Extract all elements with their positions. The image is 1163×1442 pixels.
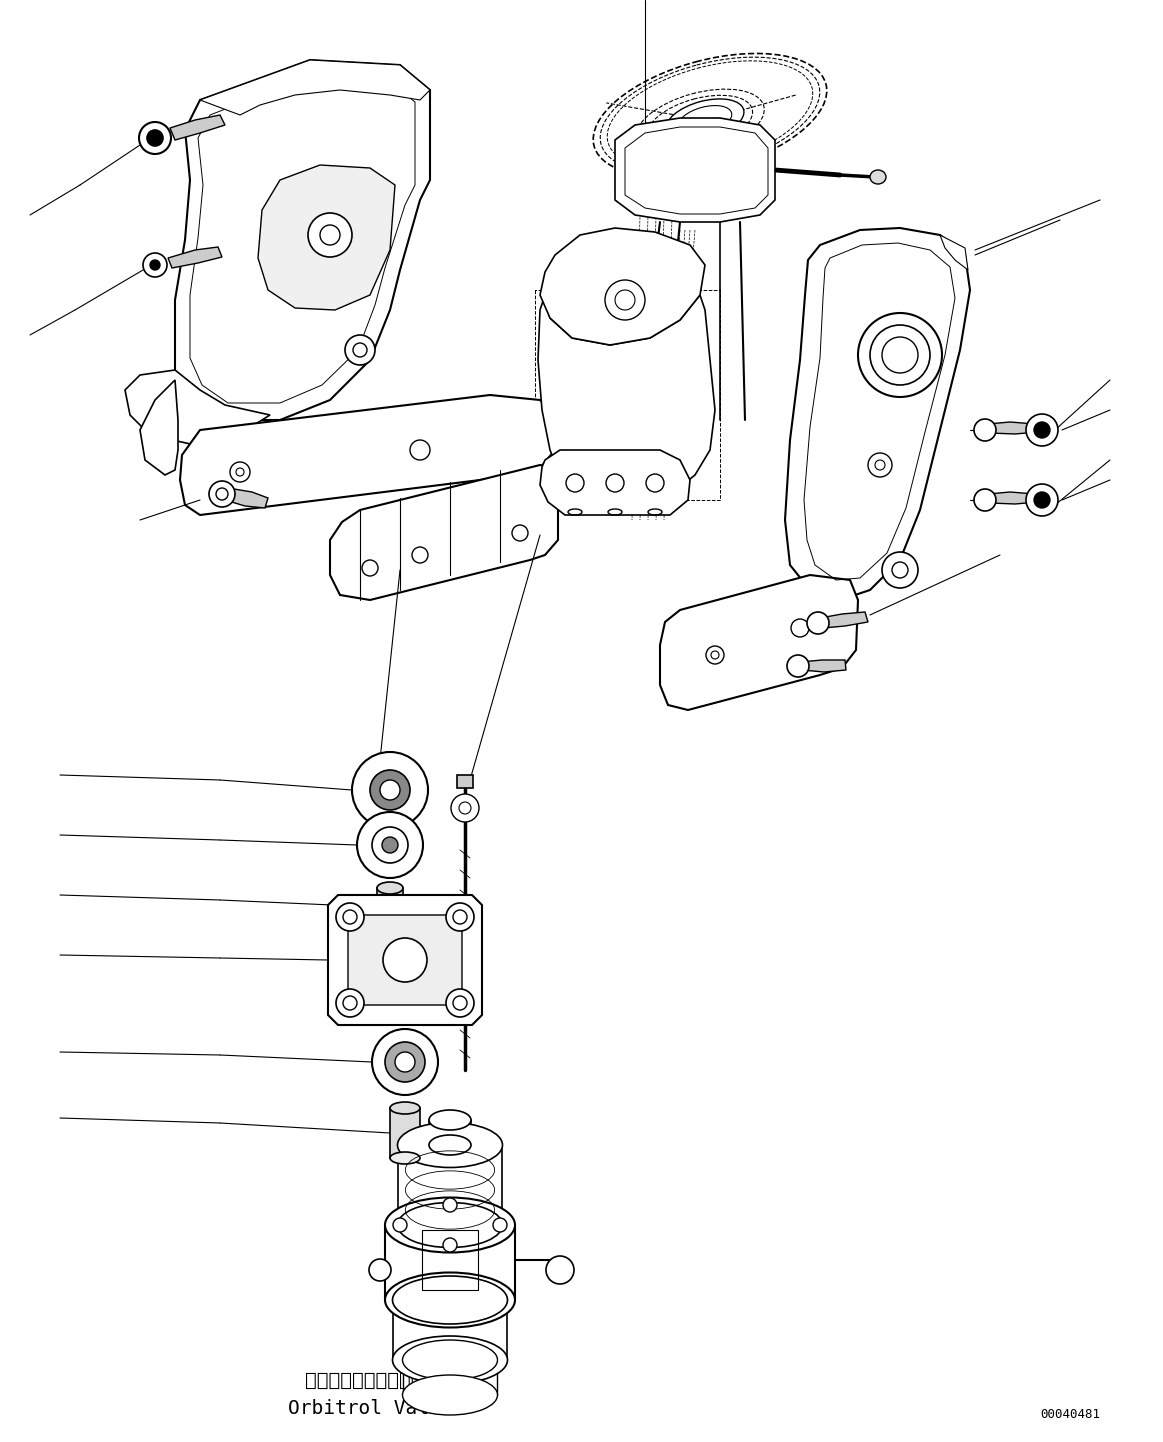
Circle shape bbox=[357, 812, 423, 878]
Circle shape bbox=[443, 1239, 457, 1252]
Polygon shape bbox=[538, 296, 715, 510]
Polygon shape bbox=[328, 895, 481, 1025]
Ellipse shape bbox=[385, 1197, 515, 1253]
Polygon shape bbox=[540, 450, 690, 515]
Polygon shape bbox=[224, 487, 267, 508]
Ellipse shape bbox=[377, 920, 404, 932]
Circle shape bbox=[395, 1053, 415, 1071]
Polygon shape bbox=[659, 575, 858, 709]
Polygon shape bbox=[348, 916, 462, 1005]
Circle shape bbox=[882, 552, 918, 588]
Polygon shape bbox=[124, 371, 270, 446]
Ellipse shape bbox=[385, 1272, 515, 1328]
Circle shape bbox=[345, 335, 374, 365]
Ellipse shape bbox=[429, 1135, 471, 1155]
Circle shape bbox=[209, 482, 235, 508]
Polygon shape bbox=[989, 423, 1039, 434]
Text: 00040481: 00040481 bbox=[1040, 1409, 1100, 1422]
Circle shape bbox=[140, 123, 171, 154]
Circle shape bbox=[393, 1218, 407, 1231]
Polygon shape bbox=[800, 660, 846, 672]
Polygon shape bbox=[140, 381, 178, 474]
Circle shape bbox=[443, 1198, 457, 1211]
Circle shape bbox=[1034, 423, 1050, 438]
Circle shape bbox=[143, 252, 167, 277]
Circle shape bbox=[372, 1030, 438, 1094]
Polygon shape bbox=[820, 611, 868, 629]
Circle shape bbox=[973, 420, 996, 441]
Circle shape bbox=[858, 313, 942, 397]
Ellipse shape bbox=[402, 1340, 498, 1380]
Polygon shape bbox=[174, 61, 430, 420]
Circle shape bbox=[451, 795, 479, 822]
Circle shape bbox=[352, 751, 428, 828]
Circle shape bbox=[787, 655, 809, 676]
Polygon shape bbox=[785, 228, 970, 600]
Text: Orbitrol Valve: Orbitrol Valve bbox=[287, 1399, 452, 1417]
Circle shape bbox=[147, 130, 163, 146]
Circle shape bbox=[493, 1218, 507, 1231]
Polygon shape bbox=[390, 1107, 420, 1158]
Ellipse shape bbox=[392, 1335, 507, 1384]
Circle shape bbox=[385, 1043, 424, 1082]
Circle shape bbox=[380, 780, 400, 800]
Circle shape bbox=[372, 828, 408, 862]
Circle shape bbox=[1026, 485, 1058, 516]
Polygon shape bbox=[167, 247, 222, 268]
Circle shape bbox=[445, 989, 475, 1017]
Polygon shape bbox=[989, 492, 1039, 505]
Text: オービットロールバルブ: オービットロールバルブ bbox=[306, 1370, 435, 1390]
Circle shape bbox=[308, 213, 352, 257]
Polygon shape bbox=[940, 235, 968, 270]
Polygon shape bbox=[180, 395, 555, 515]
Polygon shape bbox=[170, 115, 224, 140]
Ellipse shape bbox=[390, 1152, 420, 1164]
Circle shape bbox=[1034, 492, 1050, 508]
Ellipse shape bbox=[369, 1259, 391, 1280]
Polygon shape bbox=[377, 888, 404, 926]
Polygon shape bbox=[457, 774, 473, 787]
Polygon shape bbox=[258, 164, 395, 310]
Ellipse shape bbox=[429, 1110, 471, 1131]
Ellipse shape bbox=[545, 1256, 575, 1283]
Circle shape bbox=[383, 937, 427, 982]
Polygon shape bbox=[540, 228, 705, 345]
Ellipse shape bbox=[377, 883, 404, 894]
Circle shape bbox=[445, 903, 475, 932]
Circle shape bbox=[381, 836, 398, 854]
Polygon shape bbox=[330, 464, 558, 600]
Circle shape bbox=[370, 770, 411, 810]
Ellipse shape bbox=[398, 1122, 502, 1168]
Polygon shape bbox=[615, 118, 775, 222]
Polygon shape bbox=[200, 61, 430, 115]
Circle shape bbox=[336, 903, 364, 932]
Circle shape bbox=[336, 989, 364, 1017]
Ellipse shape bbox=[392, 1276, 507, 1324]
Circle shape bbox=[605, 280, 645, 320]
Ellipse shape bbox=[402, 1376, 498, 1415]
Ellipse shape bbox=[390, 1102, 420, 1115]
Circle shape bbox=[973, 489, 996, 510]
Circle shape bbox=[807, 611, 829, 634]
Circle shape bbox=[150, 260, 160, 270]
Ellipse shape bbox=[398, 1203, 502, 1247]
Circle shape bbox=[1026, 414, 1058, 446]
Ellipse shape bbox=[870, 170, 886, 185]
Ellipse shape bbox=[666, 99, 744, 141]
